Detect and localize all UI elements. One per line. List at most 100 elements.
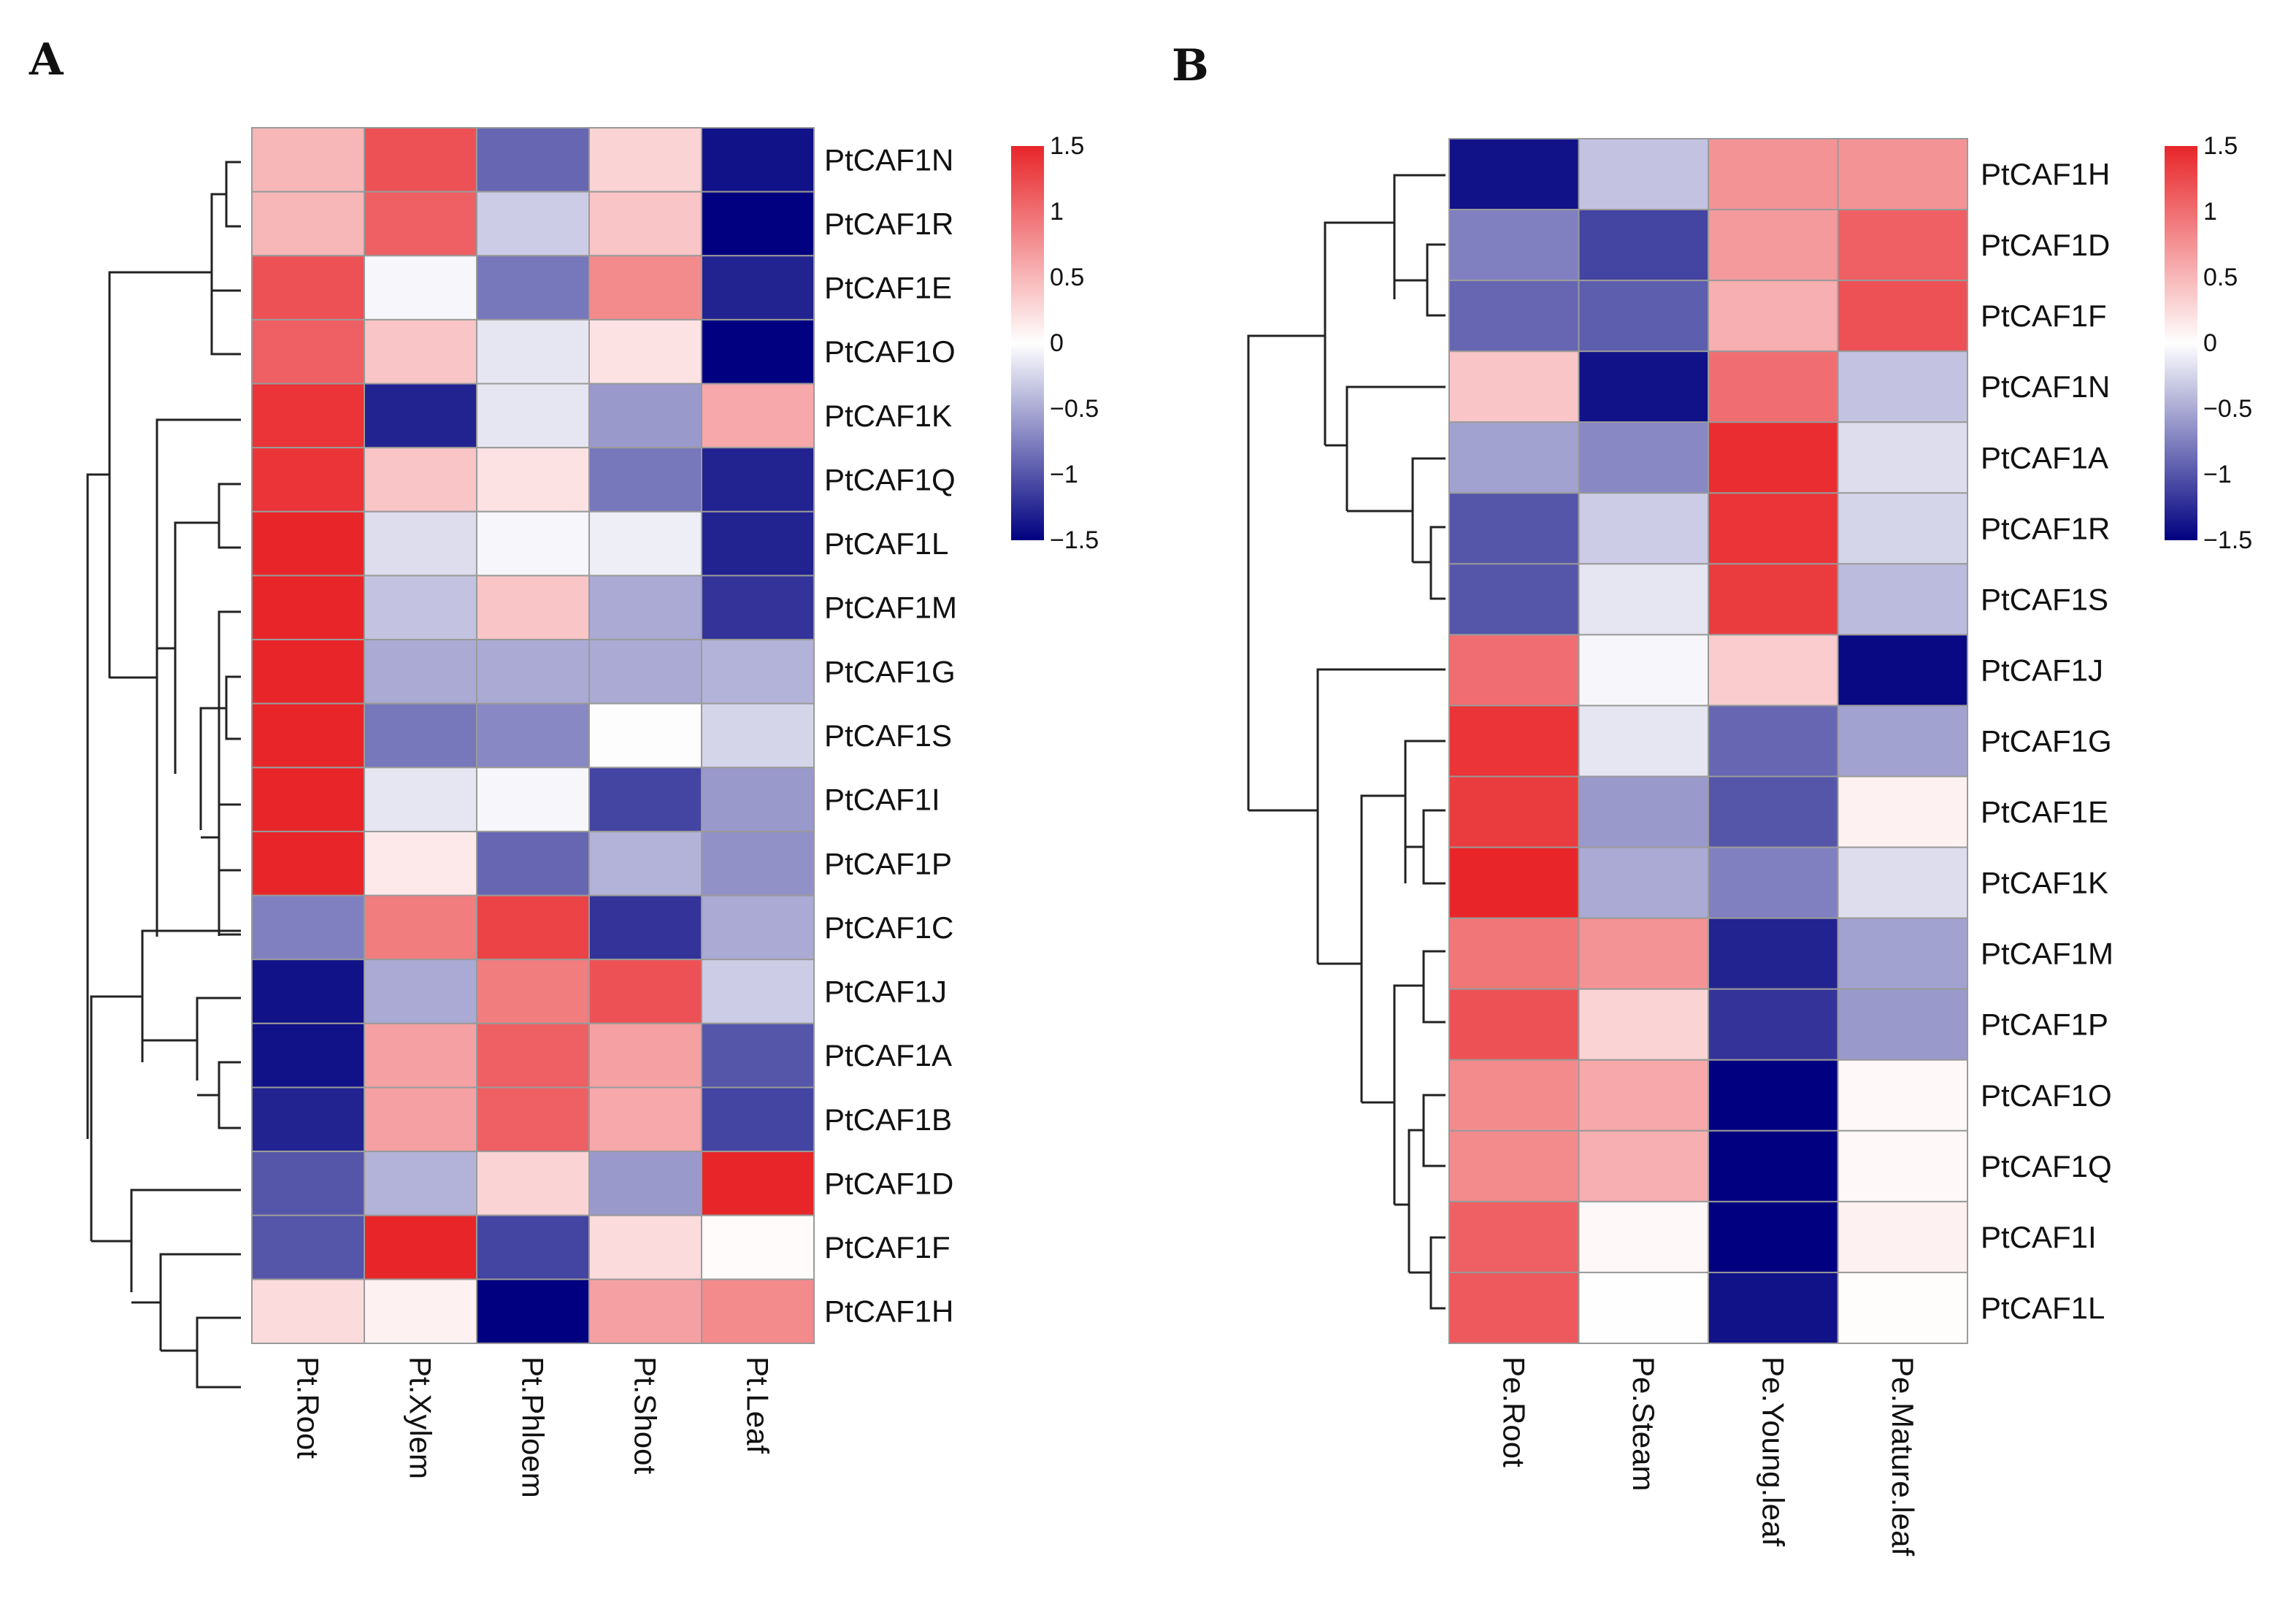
heatmap-cell <box>1578 563 1709 636</box>
heatmap-cell <box>476 1086 590 1153</box>
heatmap-cell <box>1837 209 1968 282</box>
heatmap-cell <box>1708 209 1839 282</box>
heatmap-cell <box>251 830 365 897</box>
row-label: PtCAF1Q <box>824 462 956 496</box>
heatmap-cell <box>701 959 815 1024</box>
heatmap-cell <box>701 575 815 641</box>
heatmap-cell <box>1448 1200 1580 1273</box>
heatmap-cell <box>1578 421 1709 494</box>
colorbar-tick-label: −1.5 <box>1050 526 1099 554</box>
heatmap-cell <box>701 1086 815 1153</box>
row-label: PtCAF1A <box>1981 440 2108 475</box>
colorbar-tick-label: 0 <box>2203 329 2217 357</box>
heatmap-cell <box>364 1214 477 1281</box>
dendrogram-b <box>1247 174 1445 1310</box>
row-label: PtCAF1I <box>1981 1220 2097 1254</box>
heatmap-cell <box>1837 492 1968 565</box>
heatmap-cell <box>1448 846 1580 919</box>
heatmap-cell <box>588 1022 702 1089</box>
heatmap-cell <box>251 959 365 1024</box>
heatmap-cell <box>476 639 590 705</box>
column-label: Pt.Phloem <box>516 1356 550 1498</box>
heatmap-cell <box>1708 917 1839 990</box>
row-label: PtCAF1S <box>824 718 952 753</box>
heatmap-cell <box>364 255 477 321</box>
row-label: PtCAF1K <box>1981 866 2108 900</box>
row-label: PtCAF1M <box>824 591 957 625</box>
heatmap-cell <box>476 383 590 449</box>
heatmap-cell <box>364 639 477 705</box>
heatmap-cell <box>251 1086 365 1153</box>
heatmap-panel-a: A <box>28 34 1099 1498</box>
heatmap-cell <box>364 575 477 641</box>
heatmap-cell <box>1708 988 1839 1061</box>
row-label: PtCAF1P <box>824 846 952 880</box>
heatmap-cell <box>1448 1059 1580 1132</box>
heatmap-cell <box>1837 634 1968 707</box>
row-label: PtCAF1B <box>824 1102 952 1137</box>
heatmap-cell <box>588 127 702 193</box>
heatmap-cell <box>1578 209 1709 282</box>
heatmap-cell <box>476 1022 590 1089</box>
heatmap-cell <box>701 318 815 385</box>
heatmap-cell <box>476 191 590 257</box>
heatmap-cell <box>1578 492 1709 565</box>
column-label: Pe.Mature.leaf <box>1886 1356 1920 1556</box>
heatmap-cell <box>1578 1271 1709 1344</box>
heatmap-cell <box>251 191 365 257</box>
row-label: PtCAF1G <box>824 654 956 688</box>
heatmap-cell <box>1708 1059 1839 1132</box>
heatmap-cell <box>1837 350 1968 423</box>
column-label: Pt.Shoot <box>629 1356 663 1474</box>
row-label: PtCAF1Q <box>1981 1149 2112 1183</box>
heatmap-cell <box>476 1278 590 1344</box>
heatmap-cell <box>251 510 365 577</box>
heatmap-cell <box>1837 917 1968 990</box>
heatmap-cells-a <box>251 127 815 1344</box>
heatmap-cell <box>701 830 815 897</box>
row-label: PtCAF1F <box>824 1230 951 1264</box>
heatmap-cell <box>251 702 365 769</box>
heatmap-cell <box>588 575 702 641</box>
heatmap-cell <box>1448 988 1580 1061</box>
colorbar-tick-label: −0.5 <box>1050 395 1099 423</box>
heatmap-cell <box>588 255 702 321</box>
row-label: PtCAF1H <box>824 1294 953 1329</box>
heatmap-cell <box>476 255 590 321</box>
heatmap-cell <box>476 447 590 513</box>
row-label: PtCAF1L <box>1981 1291 2105 1325</box>
heatmap-panel-b: B <box>1172 40 2252 1556</box>
heatmap-cell <box>1578 705 1709 778</box>
row-label: PtCAF1N <box>1981 369 2110 404</box>
heatmap-cell <box>701 127 815 193</box>
heatmap-cell <box>1837 1059 1968 1132</box>
dendrogram-a <box>86 161 241 1389</box>
colorbar-tick-label: −1 <box>1050 461 1078 488</box>
heatmap-cell <box>476 830 590 897</box>
heatmap-cell <box>588 767 702 832</box>
heatmap-cell <box>364 383 477 449</box>
colorbar-ticks-b: 1.5 1 0.5 0 −0.5 −1 −1.5 <box>2203 132 2252 554</box>
heatmap-cell <box>1837 846 1968 919</box>
heatmap-cell <box>251 318 365 385</box>
heatmap-cell <box>364 767 477 832</box>
row-label: PtCAF1S <box>1981 582 2108 616</box>
heatmap-cell <box>1578 775 1709 848</box>
heatmap-cell <box>701 447 815 513</box>
heatmap-cell <box>364 318 477 385</box>
colorbar-tick-label: −1 <box>2203 461 2232 488</box>
row-label: PtCAF1A <box>824 1038 952 1072</box>
colorbar-gradient-b <box>2165 146 2197 540</box>
heatmap-cell <box>1578 988 1709 1061</box>
heatmap-cell <box>588 1278 702 1344</box>
heatmap-cell <box>251 383 365 449</box>
heatmap-cell <box>1708 492 1839 565</box>
row-label: PtCAF1J <box>824 975 947 1009</box>
heatmap-cell <box>251 1214 365 1281</box>
heatmap-cell <box>1837 988 1968 1061</box>
heatmap-cell <box>1837 1129 1968 1202</box>
heatmap-cell <box>364 1151 477 1216</box>
heatmap-cell <box>1837 138 1968 211</box>
heatmap-cell <box>588 191 702 257</box>
row-label: PtCAF1K <box>824 399 952 433</box>
